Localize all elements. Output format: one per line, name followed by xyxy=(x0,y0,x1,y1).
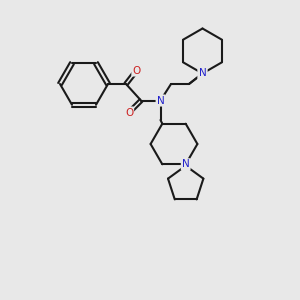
Text: N: N xyxy=(199,68,206,79)
Text: N: N xyxy=(199,68,206,79)
Text: O: O xyxy=(125,107,133,118)
Text: O: O xyxy=(132,65,141,76)
Text: N: N xyxy=(182,159,190,169)
Text: N: N xyxy=(157,95,164,106)
